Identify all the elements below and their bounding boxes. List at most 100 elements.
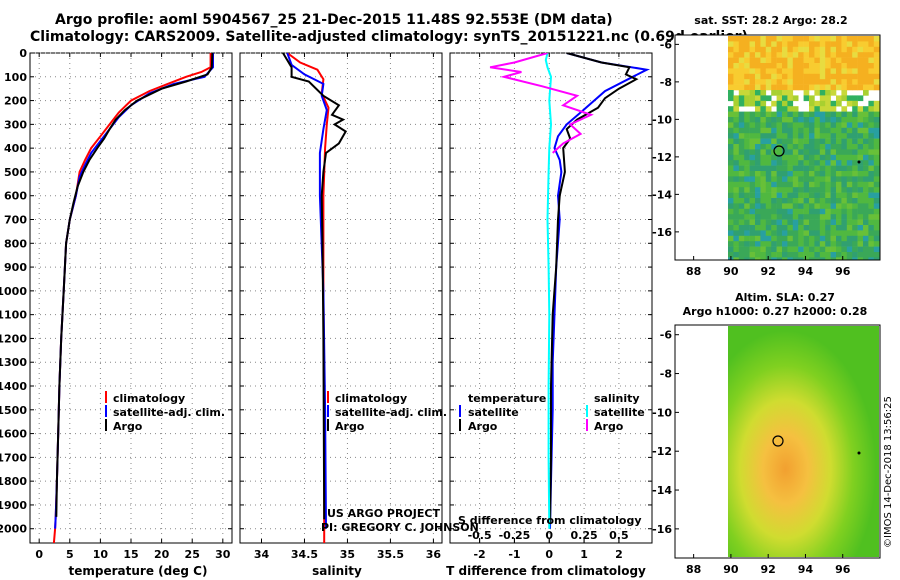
sst-cell bbox=[803, 127, 810, 134]
sst-cell bbox=[841, 219, 848, 226]
sst-cell bbox=[738, 165, 745, 172]
sst-cell bbox=[803, 63, 810, 69]
sst-cell bbox=[868, 160, 875, 166]
sst-cell bbox=[776, 149, 783, 156]
x-tick-label: 10 bbox=[93, 548, 109, 561]
sst-cell bbox=[852, 68, 858, 75]
sst-cell bbox=[792, 214, 799, 220]
sst-cell bbox=[782, 138, 788, 145]
sst-cell bbox=[841, 203, 848, 210]
map-y-tick-label: -14 bbox=[652, 188, 672, 201]
sst-cell bbox=[728, 235, 734, 242]
sst-cell bbox=[841, 208, 848, 215]
sst-cell bbox=[873, 127, 880, 134]
sst-cell bbox=[819, 171, 826, 177]
sst-cell bbox=[868, 57, 875, 64]
sst-cell bbox=[728, 63, 734, 69]
sst-cell bbox=[863, 90, 869, 96]
sst-cell bbox=[776, 154, 783, 161]
sst-cell bbox=[809, 235, 815, 242]
sst-cell bbox=[776, 84, 783, 91]
sst-cell bbox=[830, 171, 837, 177]
sst-cell bbox=[863, 68, 869, 75]
sst-cell bbox=[765, 68, 772, 75]
sst-cell bbox=[873, 214, 880, 220]
sst-cell bbox=[787, 203, 794, 210]
sst-cell bbox=[873, 122, 880, 129]
sst-cell bbox=[825, 73, 831, 80]
map-x-tick-label: 92 bbox=[761, 563, 776, 576]
sst-cell bbox=[863, 208, 869, 215]
sst-cell bbox=[776, 41, 783, 48]
x-tick-label: 20 bbox=[154, 548, 170, 561]
sst-cell bbox=[873, 57, 880, 64]
sst-cell bbox=[873, 133, 880, 139]
sst-cell bbox=[852, 95, 858, 102]
nearby-float-dot bbox=[857, 160, 861, 164]
sla-heatmap bbox=[728, 326, 879, 557]
salinity-xlabel: salinity bbox=[312, 564, 362, 578]
sst-cell bbox=[846, 219, 853, 226]
sst-cell bbox=[760, 208, 767, 215]
sst-cell bbox=[852, 219, 858, 226]
sst-cell bbox=[755, 225, 761, 231]
sst-cell bbox=[738, 127, 745, 134]
sst-cell bbox=[857, 198, 864, 204]
sst-cell bbox=[819, 84, 826, 91]
sst-cell bbox=[846, 133, 853, 139]
x-tick-labels: 0 5 10 15 20 25 30 34 34.5 35 35.5 36 -2 -1 0 1 2 bbox=[35, 548, 622, 561]
sst-cell bbox=[760, 111, 767, 118]
sst-cell bbox=[733, 219, 740, 226]
sst-cell bbox=[776, 252, 783, 258]
sst-cell bbox=[728, 95, 734, 102]
sst-cell bbox=[787, 127, 794, 134]
map-y-tick-label: -6 bbox=[660, 329, 673, 342]
sst-cell bbox=[798, 79, 804, 85]
sst-cell bbox=[755, 171, 761, 177]
sst-cell bbox=[782, 154, 788, 161]
sst-cell bbox=[771, 144, 777, 150]
sst-cell bbox=[733, 122, 740, 129]
sst-cell bbox=[814, 41, 821, 48]
sst-cell bbox=[830, 187, 837, 193]
sst-cell bbox=[830, 230, 837, 237]
sst-cell bbox=[787, 68, 794, 75]
sst-cell bbox=[830, 176, 837, 183]
sst-cell bbox=[792, 63, 799, 69]
sst-cell bbox=[841, 144, 848, 150]
sst-cell bbox=[787, 149, 794, 156]
depth-tick-label: 500 bbox=[4, 166, 27, 179]
sst-cell bbox=[873, 208, 880, 215]
sst-cell bbox=[836, 95, 842, 102]
depth-tick-label: 1800 bbox=[0, 475, 27, 488]
sst-cell bbox=[814, 106, 821, 112]
sst-cell bbox=[868, 46, 875, 53]
sst-cell bbox=[846, 192, 853, 199]
sst-cell bbox=[765, 144, 772, 150]
series-line bbox=[544, 53, 553, 529]
sst-cell bbox=[782, 230, 788, 237]
sst-cell bbox=[825, 246, 831, 253]
sst-cell bbox=[819, 63, 826, 69]
sst-cell bbox=[798, 257, 804, 260]
sst-cell bbox=[863, 181, 869, 188]
sst-cell bbox=[760, 73, 767, 80]
sst-cell bbox=[868, 235, 875, 242]
sst-cell bbox=[846, 84, 853, 91]
sst-cell bbox=[825, 46, 831, 53]
sst-cell bbox=[819, 165, 826, 172]
sst-cell bbox=[798, 252, 804, 258]
sst-cell bbox=[787, 90, 794, 96]
sst-cell bbox=[765, 176, 772, 183]
sst-cell bbox=[733, 46, 740, 53]
sst-cell bbox=[798, 181, 804, 188]
sst-cell bbox=[841, 106, 848, 112]
sst-cell bbox=[830, 235, 837, 242]
sst-cell bbox=[819, 100, 826, 107]
sst-cell bbox=[749, 63, 756, 69]
sst-cell bbox=[771, 63, 777, 69]
sst-cell bbox=[782, 122, 788, 129]
sst-cell bbox=[760, 52, 767, 58]
sst-cell bbox=[852, 171, 858, 177]
sst-cell bbox=[868, 165, 875, 172]
